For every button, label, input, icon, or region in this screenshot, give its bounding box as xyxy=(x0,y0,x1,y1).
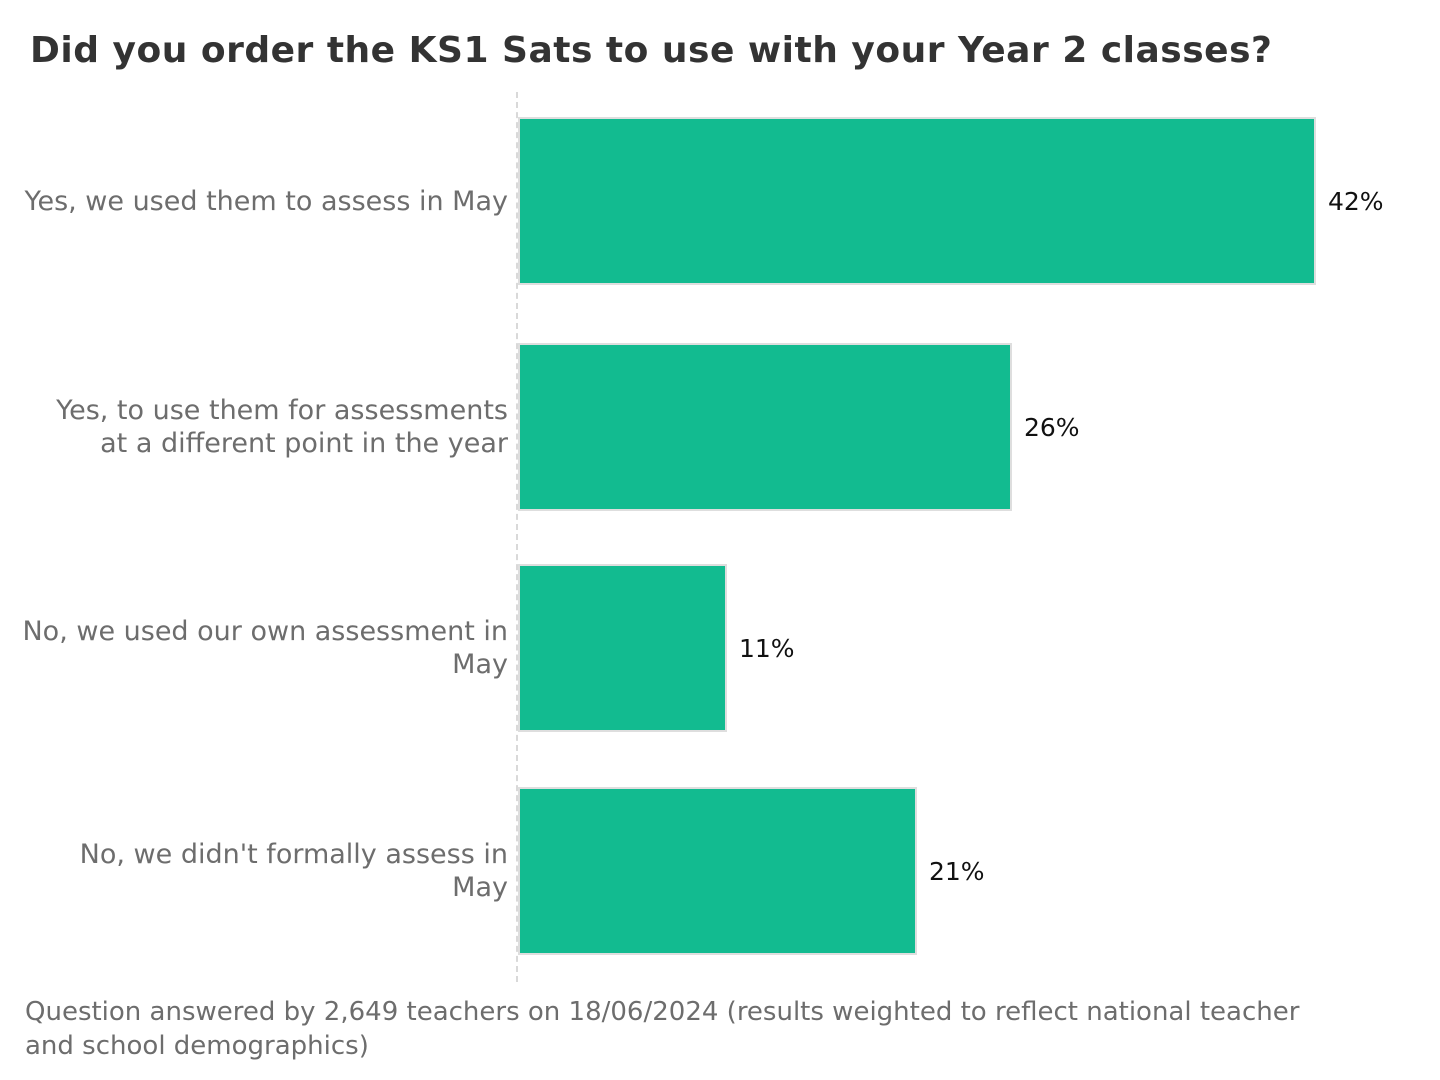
category-label: No, we didn't formally assess in May xyxy=(79,839,508,903)
category-label: Yes, to use them for assessments at a di… xyxy=(56,395,508,459)
chart-footnote: Question answered by 2,649 teachers on 1… xyxy=(25,997,1300,1061)
value-label: 21% xyxy=(929,856,985,886)
value-label: 42% xyxy=(1328,186,1384,216)
bar xyxy=(518,343,1012,511)
chart-title: Did you order the KS1 Sats to use with y… xyxy=(30,30,1273,71)
y-axis-baseline xyxy=(516,92,518,982)
value-label: 11% xyxy=(739,633,795,663)
bar xyxy=(518,564,727,732)
category-label: Yes, we used them to assess in May xyxy=(24,185,508,217)
category-label: No, we used our own assessment in May xyxy=(22,616,508,680)
bar xyxy=(518,117,1316,285)
value-label: 26% xyxy=(1024,412,1080,442)
bar xyxy=(518,787,917,955)
